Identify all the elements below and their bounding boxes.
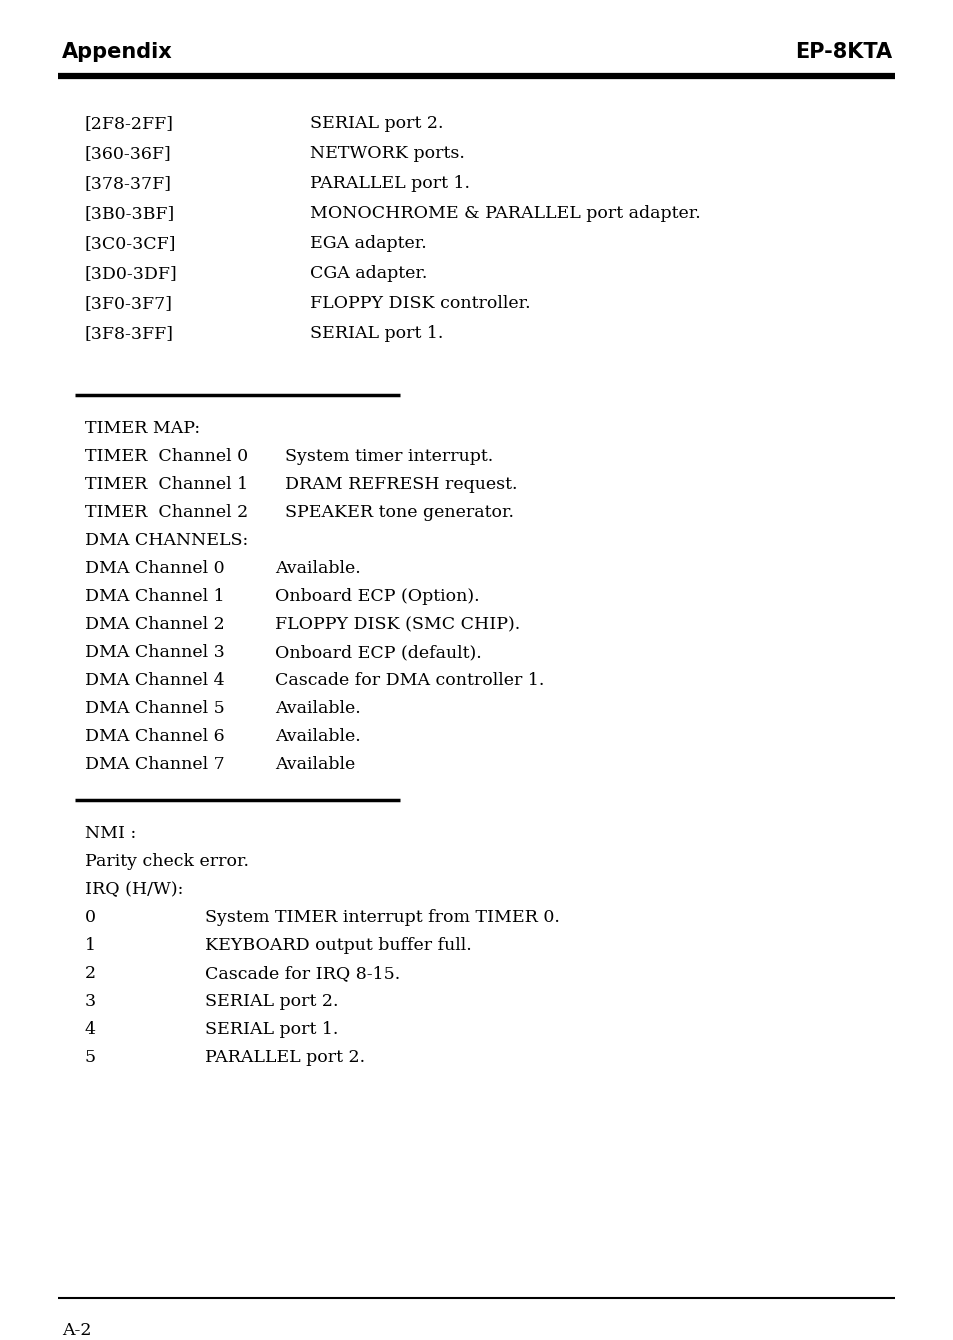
Text: TIMER  Channel 2: TIMER Channel 2 <box>85 504 248 521</box>
Text: DMA Channel 1: DMA Channel 1 <box>85 588 224 604</box>
Text: SERIAL port 1.: SERIAL port 1. <box>205 1021 338 1038</box>
Text: [3C0-3CF]: [3C0-3CF] <box>85 234 176 252</box>
Text: EP-8KTA: EP-8KTA <box>794 42 891 62</box>
Text: TIMER  Channel 0: TIMER Channel 0 <box>85 448 248 465</box>
Text: [360-36F]: [360-36F] <box>85 145 172 162</box>
Text: CGA adapter.: CGA adapter. <box>310 265 427 281</box>
Text: DRAM REFRESH request.: DRAM REFRESH request. <box>285 476 517 493</box>
Text: System TIMER interrupt from TIMER 0.: System TIMER interrupt from TIMER 0. <box>205 909 559 926</box>
Text: 1: 1 <box>85 937 96 954</box>
Text: A-2: A-2 <box>62 1323 91 1339</box>
Text: NMI :: NMI : <box>85 825 136 842</box>
Text: FLOPPY DISK (SMC CHIP).: FLOPPY DISK (SMC CHIP). <box>274 616 519 632</box>
Text: [2F8-2FF]: [2F8-2FF] <box>85 115 173 133</box>
Text: DMA Channel 5: DMA Channel 5 <box>85 699 225 717</box>
Text: DMA Channel 6: DMA Channel 6 <box>85 728 224 745</box>
Text: [3B0-3BF]: [3B0-3BF] <box>85 205 175 222</box>
Text: NETWORK ports.: NETWORK ports. <box>310 145 464 162</box>
Text: TIMER MAP:: TIMER MAP: <box>85 419 200 437</box>
Text: SERIAL port 2.: SERIAL port 2. <box>205 993 338 1010</box>
Text: System timer interrupt.: System timer interrupt. <box>285 448 493 465</box>
Text: Cascade for DMA controller 1.: Cascade for DMA controller 1. <box>274 671 544 689</box>
Text: Appendix: Appendix <box>62 42 172 62</box>
Text: PARALLEL port 1.: PARALLEL port 1. <box>310 176 470 192</box>
Text: Cascade for IRQ 8-15.: Cascade for IRQ 8-15. <box>205 965 400 982</box>
Text: SERIAL port 2.: SERIAL port 2. <box>310 115 443 133</box>
Text: PARALLEL port 2.: PARALLEL port 2. <box>205 1049 365 1067</box>
Text: [3F0-3F7]: [3F0-3F7] <box>85 295 172 312</box>
Text: 3: 3 <box>85 993 96 1010</box>
Text: Available.: Available. <box>274 728 360 745</box>
Text: TIMER  Channel 1: TIMER Channel 1 <box>85 476 248 493</box>
Text: SPEAKER tone generator.: SPEAKER tone generator. <box>285 504 514 521</box>
Text: SERIAL port 1.: SERIAL port 1. <box>310 326 443 342</box>
Text: MONOCHROME & PARALLEL port adapter.: MONOCHROME & PARALLEL port adapter. <box>310 205 700 222</box>
Text: [3D0-3DF]: [3D0-3DF] <box>85 265 177 281</box>
Text: DMA CHANNELS:: DMA CHANNELS: <box>85 532 248 549</box>
Text: IRQ (H/W):: IRQ (H/W): <box>85 880 183 898</box>
Text: 2: 2 <box>85 965 96 982</box>
Text: [378-37F]: [378-37F] <box>85 176 172 192</box>
Text: Parity check error.: Parity check error. <box>85 854 249 870</box>
Text: EGA adapter.: EGA adapter. <box>310 234 426 252</box>
Text: 4: 4 <box>85 1021 96 1038</box>
Text: [3F8-3FF]: [3F8-3FF] <box>85 326 173 342</box>
Text: Available.: Available. <box>274 560 360 578</box>
Text: 5: 5 <box>85 1049 96 1067</box>
Text: Available.: Available. <box>274 699 360 717</box>
Text: FLOPPY DISK controller.: FLOPPY DISK controller. <box>310 295 530 312</box>
Text: DMA Channel 4: DMA Channel 4 <box>85 671 224 689</box>
Text: DMA Channel 3: DMA Channel 3 <box>85 645 225 661</box>
Text: Available: Available <box>274 756 355 773</box>
Text: DMA Channel 7: DMA Channel 7 <box>85 756 225 773</box>
Text: KEYBOARD output buffer full.: KEYBOARD output buffer full. <box>205 937 471 954</box>
Text: 0: 0 <box>85 909 96 926</box>
Text: DMA Channel 2: DMA Channel 2 <box>85 616 225 632</box>
Text: Onboard ECP (Option).: Onboard ECP (Option). <box>274 588 479 604</box>
Text: Onboard ECP (default).: Onboard ECP (default). <box>274 645 481 661</box>
Text: DMA Channel 0: DMA Channel 0 <box>85 560 224 578</box>
